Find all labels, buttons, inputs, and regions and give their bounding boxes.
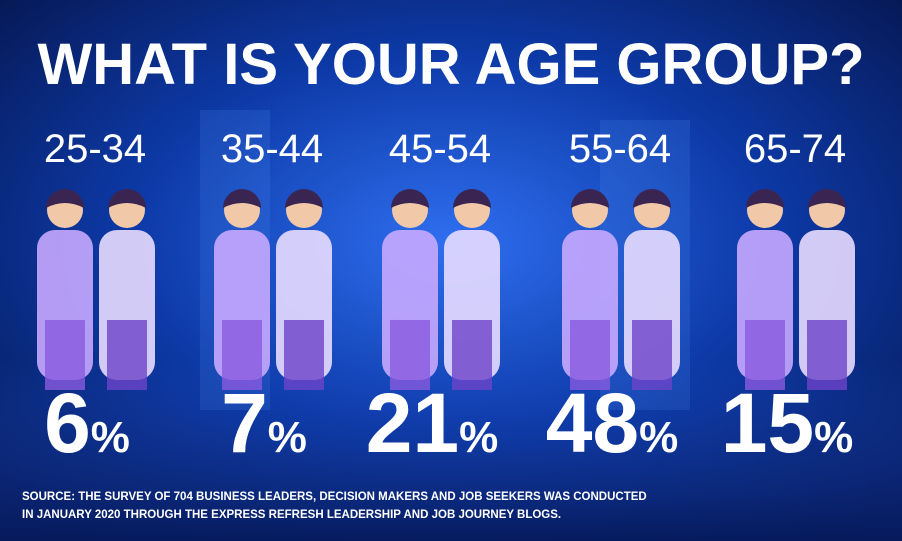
percent-number: 21	[366, 376, 459, 470]
person-hair	[633, 189, 671, 208]
person-legs	[745, 320, 785, 390]
percent-number: 7	[221, 376, 268, 470]
percent-value: 21%	[366, 376, 499, 470]
percent-value: 15%	[721, 376, 854, 470]
person-hair	[46, 189, 84, 208]
figures	[37, 189, 855, 390]
person-legs	[107, 320, 147, 390]
age-label: 35-44	[221, 127, 323, 171]
person-legs	[222, 320, 262, 390]
age-label: 25-34	[44, 127, 146, 171]
person-legs	[632, 320, 672, 390]
age-label: 55-64	[569, 127, 671, 171]
person-hair	[746, 189, 784, 208]
person-hair	[808, 189, 846, 208]
percent-number: 6	[44, 376, 91, 470]
person-legs	[45, 320, 85, 390]
source-line: IN JANUARY 2020 THROUGH THE EXPRESS REFR…	[22, 509, 561, 521]
person-legs	[452, 320, 492, 390]
percent-unit: %	[639, 413, 678, 462]
title: WHAT IS YOUR AGE GROUP?	[37, 32, 864, 97]
floor	[0, 360, 902, 541]
percent-unit: %	[814, 413, 853, 462]
percent-value: 7%	[221, 376, 307, 470]
person-hair	[571, 189, 609, 208]
person-legs	[390, 320, 430, 390]
percent-value: 48%	[546, 376, 679, 470]
percent-value: 6%	[44, 376, 130, 470]
person-legs	[284, 320, 324, 390]
source-line: SOURCE: THE SURVEY OF 704 BUSINESS LEADE…	[22, 491, 647, 503]
percent-number: 48	[546, 376, 639, 470]
person-hair	[223, 189, 261, 208]
person-legs	[570, 320, 610, 390]
labels: 25-34 6% 35-44 7% 45-54 21% 55-64 48% 65-74 15%	[44, 127, 853, 470]
person-hair	[391, 189, 429, 208]
percent-number: 15	[721, 376, 814, 470]
percent-unit: %	[459, 413, 498, 462]
person-legs	[807, 320, 847, 390]
age-label: 45-54	[389, 127, 491, 171]
person-hair	[285, 189, 323, 208]
percent-unit: %	[268, 413, 307, 462]
percent-unit: %	[91, 413, 130, 462]
person-hair	[108, 189, 146, 208]
age-label: 65-74	[744, 127, 846, 171]
person-hair	[453, 189, 491, 208]
